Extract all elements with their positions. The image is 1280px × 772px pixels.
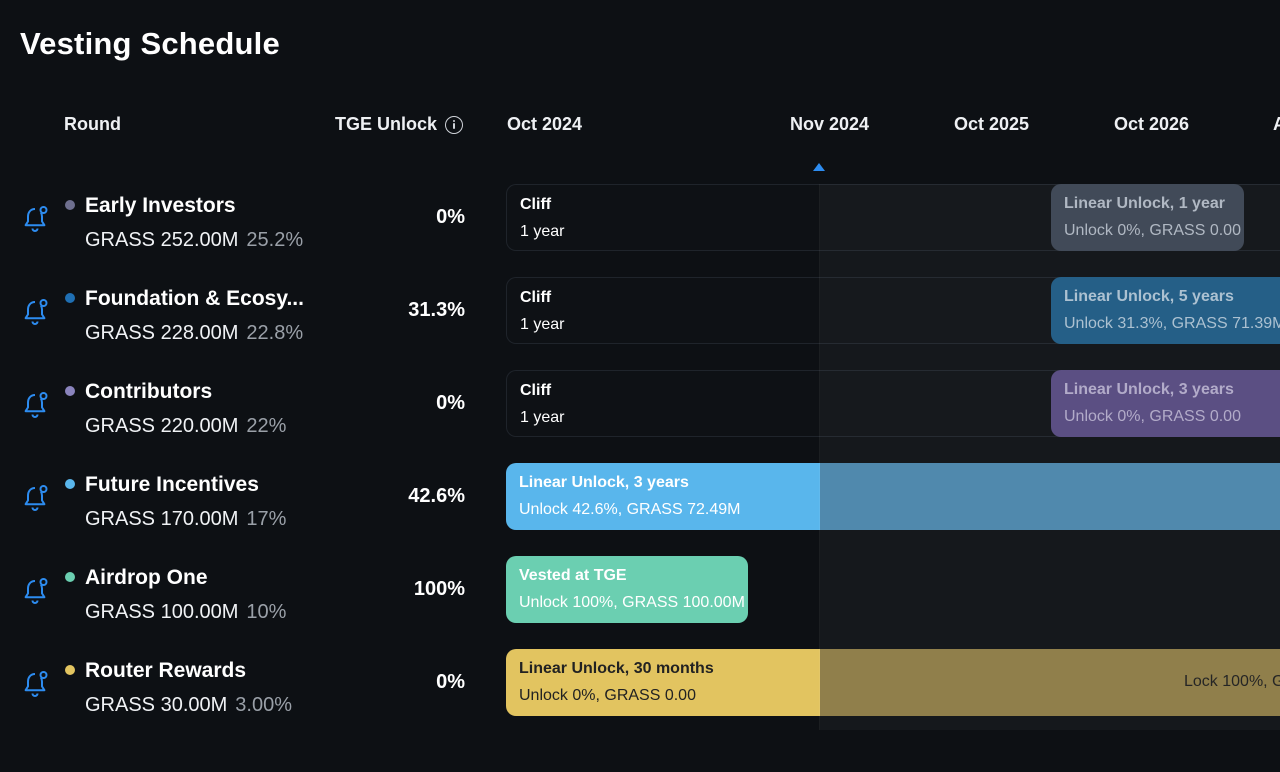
segment-detail: Unlock 0%, GRASS 0.00 xyxy=(1064,222,1241,239)
tge-header-label: TGE Unlock xyxy=(335,114,438,134)
round-percent: 3.00% xyxy=(235,694,293,716)
page-title: Vesting Schedule xyxy=(20,26,280,61)
segment-detail: 1 year xyxy=(520,409,565,426)
timeline-date: Nov 2024 xyxy=(790,114,870,134)
bell-icon[interactable] xyxy=(22,297,50,327)
vested-segment[interactable]: Vested at TGE Unlock 100%, GRASS 100.00M xyxy=(506,556,748,623)
linear-unlock-remaining-segment[interactable] xyxy=(820,463,1280,530)
segment-title: Linear Unlock, 3 years xyxy=(519,474,689,491)
round-column-header: Round xyxy=(64,114,121,134)
segment-detail: Unlock 0%, GRASS 0.00 xyxy=(1064,408,1241,425)
round-name: Airdrop One xyxy=(85,566,208,589)
vesting-row-early-investors: Early Investors GRASS 252.00M 25.2% 0% Cl… xyxy=(0,184,1280,277)
segment-title: Linear Unlock, 5 years xyxy=(1064,288,1234,305)
round-color-dot xyxy=(65,479,75,489)
segment-detail: Unlock 0%, GRASS 0.00 xyxy=(519,687,696,704)
tge-unlock-value: 100% xyxy=(413,578,465,600)
bell-icon[interactable] xyxy=(22,204,50,234)
current-date-marker xyxy=(813,163,825,171)
tge-unlock-value: 0% xyxy=(436,671,465,693)
round-amount: GRASS 228.00M 22.8% xyxy=(85,322,303,345)
timeline-date: Oct 2024 xyxy=(507,114,583,134)
lock-segment[interactable]: Lock 100%, G xyxy=(820,649,1280,716)
segment-detail: 1 year xyxy=(520,316,565,333)
bell-icon[interactable] xyxy=(22,576,50,606)
tge-unlock-value: 31.3% xyxy=(408,299,465,321)
tge-column-header: TGE Unlock xyxy=(335,114,464,135)
elapsed-period-overlay xyxy=(820,184,1280,730)
segment-detail: Unlock 31.3%, GRASS 71.39M xyxy=(1064,315,1280,332)
round-amount-value: GRASS 228.00M xyxy=(85,322,239,344)
bell-icon[interactable] xyxy=(22,390,50,420)
round-name: Early Investors xyxy=(85,194,236,217)
round-color-dot xyxy=(65,386,75,396)
vesting-row-foundation: Foundation & Ecosy... GRASS 228.00M 22.8%… xyxy=(0,277,1280,370)
round-amount: GRASS 220.00M 22% xyxy=(85,415,286,438)
current-date-line xyxy=(819,184,820,730)
timeline-date: Oct 2026 xyxy=(1114,114,1190,134)
timeline-date: A xyxy=(1273,114,1280,134)
round-amount: GRASS 30.00M 3.00% xyxy=(85,694,292,717)
segment-title: Linear Unlock, 3 years xyxy=(1064,381,1234,398)
round-name: Future Incentives xyxy=(85,473,259,496)
vesting-row-router-rewards: Router Rewards GRASS 30.00M 3.00% 0% Line… xyxy=(0,649,1280,742)
segment-title: Cliff xyxy=(520,382,552,399)
round-amount-value: GRASS 30.00M xyxy=(85,694,228,716)
round-name: Contributors xyxy=(85,380,213,403)
round-amount: GRASS 170.00M 17% xyxy=(85,508,286,531)
tge-unlock-value: 0% xyxy=(436,206,465,228)
segment-title: Linear Unlock, 30 months xyxy=(519,660,714,677)
vesting-row-airdrop-one: Airdrop One GRASS 100.00M 10% 100% Vested… xyxy=(0,556,1280,649)
segment-detail: Unlock 100%, GRASS 100.00M xyxy=(519,594,745,611)
vesting-row-future-incentives: Future Incentives GRASS 170.00M 17% 42.6%… xyxy=(0,463,1280,556)
round-name: Foundation & Ecosy... xyxy=(85,287,304,310)
round-percent: 22.8% xyxy=(246,322,304,344)
round-color-dot xyxy=(65,200,75,210)
round-color-dot xyxy=(65,572,75,582)
linear-unlock-segment[interactable]: Linear Unlock, 1 year Unlock 0%, GRASS 0… xyxy=(1051,184,1244,251)
segment-detail: 1 year xyxy=(520,223,565,240)
segment-title: Cliff xyxy=(520,289,552,306)
round-amount-value: GRASS 220.00M xyxy=(85,415,239,437)
round-amount: GRASS 252.00M 25.2% xyxy=(85,229,303,252)
linear-unlock-segment[interactable]: Linear Unlock, 3 years Unlock 0%, GRASS … xyxy=(1051,370,1280,437)
info-icon[interactable] xyxy=(445,115,464,134)
linear-unlock-segment[interactable]: Linear Unlock, 3 years Unlock 42.6%, GRA… xyxy=(506,463,820,530)
tge-unlock-value: 42.6% xyxy=(408,485,465,507)
round-name: Router Rewards xyxy=(85,659,247,682)
lock-label: Lock 100%, G xyxy=(1184,673,1280,690)
segment-title: Vested at TGE xyxy=(519,567,627,584)
round-percent: 22% xyxy=(246,415,287,437)
segment-title: Cliff xyxy=(520,196,552,213)
round-amount-value: GRASS 170.00M xyxy=(85,508,239,530)
tge-unlock-value: 0% xyxy=(436,392,465,414)
bell-icon[interactable] xyxy=(22,669,50,699)
round-color-dot xyxy=(65,293,75,303)
round-color-dot xyxy=(65,665,75,675)
segment-title: Linear Unlock, 1 year xyxy=(1064,195,1225,212)
round-amount-value: GRASS 252.00M xyxy=(85,229,239,251)
round-amount: GRASS 100.00M 10% xyxy=(85,601,286,624)
round-percent: 17% xyxy=(246,508,287,530)
linear-unlock-segment[interactable]: Linear Unlock, 30 months Unlock 0%, GRAS… xyxy=(506,649,820,716)
segment-detail: Unlock 42.6%, GRASS 72.49M xyxy=(519,501,741,518)
vesting-row-contributors: Contributors GRASS 220.00M 22% 0% Cliff 1… xyxy=(0,370,1280,463)
round-percent: 25.2% xyxy=(246,229,304,251)
bell-icon[interactable] xyxy=(22,483,50,513)
round-amount-value: GRASS 100.00M xyxy=(85,601,239,623)
timeline-date: Oct 2025 xyxy=(954,114,1030,134)
linear-unlock-segment[interactable]: Linear Unlock, 5 years Unlock 31.3%, GRA… xyxy=(1051,277,1280,344)
round-percent: 10% xyxy=(246,601,287,623)
